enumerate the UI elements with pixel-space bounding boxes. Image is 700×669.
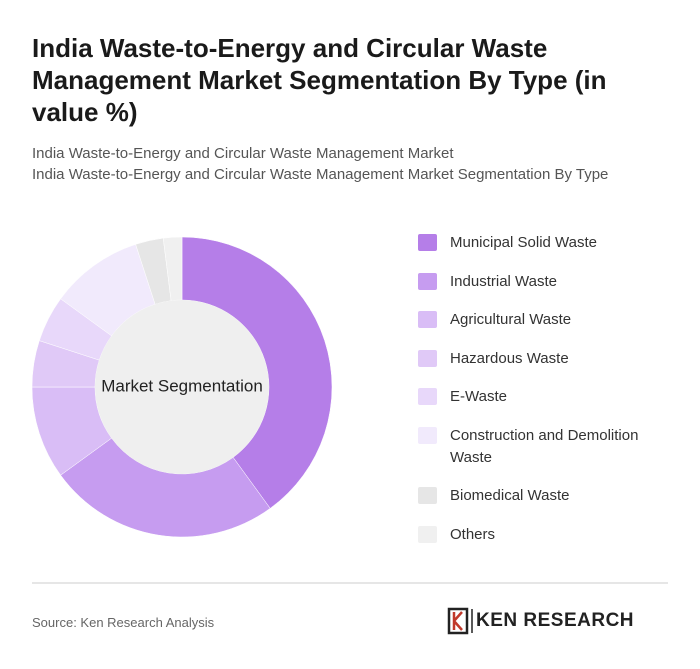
legend-item: Hazardous Waste — [418, 348, 668, 370]
legend-swatch — [418, 234, 437, 251]
legend-swatch — [418, 487, 437, 504]
legend-label: Municipal Solid Waste — [450, 234, 598, 251]
donut-hole — [95, 300, 269, 474]
legend-label: Agricultural Waste — [450, 311, 572, 328]
legend-item: E-Waste — [418, 386, 668, 408]
legend-swatch — [418, 349, 437, 367]
legend-label: Hazardous Waste — [450, 349, 569, 367]
logo: KEN RESEARCH — [476, 610, 635, 631]
legend-item: Industrial Waste — [418, 271, 668, 293]
source: Source: Ken Research Analysis — [32, 615, 215, 630]
legend-item: Agricultural Waste — [418, 309, 668, 331]
subtitle: India Waste-to-Energy and Circular Waste… — [32, 145, 454, 162]
logo-icon — [447, 607, 473, 635]
chart-title: India Waste-to-Energy and Circular Waste… — [32, 33, 607, 127]
legend-label: Others — [450, 525, 496, 543]
legend: Municipal Solid Waste Industrial Waste Agr… — [418, 232, 668, 562]
legend-swatch — [418, 388, 437, 405]
legend-swatch — [418, 311, 437, 328]
legend-swatch — [418, 525, 437, 543]
legend-label: Biomedical Waste — [450, 487, 570, 504]
legend-item: Construction and Demolition Waste — [418, 425, 668, 469]
legend-label: E-Waste — [450, 388, 507, 405]
legend-item: Municipal Solid Waste — [418, 232, 668, 254]
legend-label: Construction and Demolition Waste — [450, 426, 639, 466]
legend-swatch — [418, 426, 437, 444]
subtitle: India Waste-to-Energy and Circular Waste… — [32, 166, 609, 183]
legend-item: Others — [418, 524, 668, 546]
legend-swatch — [418, 272, 437, 290]
legend-label: Industrial Waste — [450, 272, 557, 290]
legend-item: Biomedical Waste — [418, 485, 668, 507]
center-label: Market Segmentation — [101, 376, 263, 395]
